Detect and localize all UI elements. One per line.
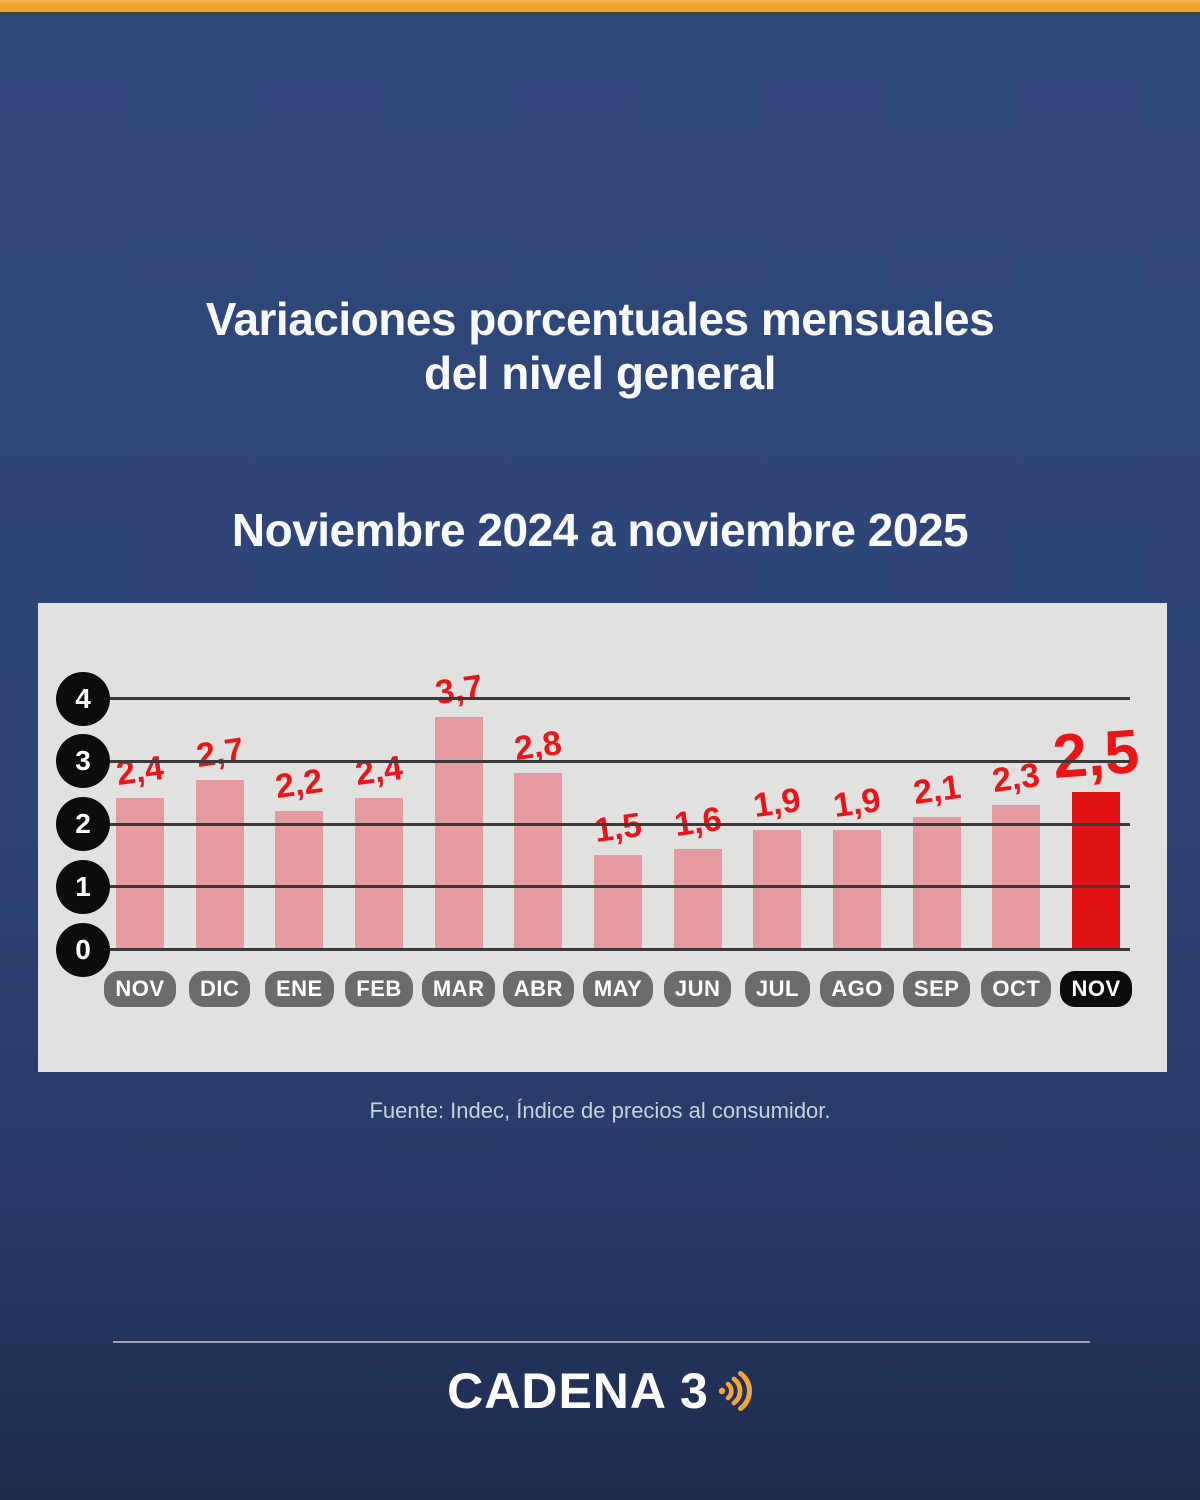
gridline-2 [83, 822, 1130, 826]
chart-column-may-6: 1,5 MAY [578, 603, 658, 1072]
bar-feb-3 [355, 798, 403, 949]
gridline-1 [83, 885, 1130, 889]
chart-column-nov-0: 2,4 NOV [100, 603, 180, 1072]
chart-column-nov-12: 2,5 NOV [1051, 603, 1141, 1072]
bar-chart-panel: 0 1 2 3 4 2,4 NOV 2,7 DIC 2,2 ENE 2,4 FEB 3,7 MAR 2,8 AB… [38, 603, 1167, 1072]
page-title-line2: del nivel general [424, 347, 776, 399]
chart-column-feb-3: 2,4 FEB [339, 603, 419, 1072]
y-axis-tick-0: 0 [56, 922, 110, 977]
month-label-nov-12: NOV [1056, 971, 1136, 1007]
top-accent-strip [0, 12, 1200, 16]
value-label-nov-12: 2,5 [1050, 717, 1142, 793]
month-label-abr-5: ABR [498, 971, 578, 1007]
month-label-nov-0: NOV [100, 971, 180, 1007]
y-axis-tick-2: 2 [56, 797, 110, 851]
gridline-3 [83, 759, 1130, 763]
chart-column-mar-4: 3,7 MAR [419, 603, 499, 1072]
bar-nov-12 [1072, 792, 1121, 949]
bar-dic-1 [195, 779, 244, 949]
page-title: Variaciones porcentuales mensuales del ni… [0, 292, 1200, 400]
top-accent-bar [0, 0, 1200, 12]
month-label-sep-10: SEP [897, 971, 977, 1007]
bar-may-6 [594, 854, 643, 949]
chart-column-dic-1: 2,7 DIC [180, 603, 260, 1072]
page-subtitle: Noviembre 2024 a noviembre 2025 [231, 504, 969, 556]
chart-column-oct-11: 2,3 OCT [976, 603, 1056, 1072]
chart-column-sep-10: 2,1 SEP [897, 603, 977, 1072]
month-label-ago-9: AGO [817, 971, 897, 1007]
chart-column-jun-7: 1,6 JUN [658, 603, 738, 1072]
footer-divider [113, 1341, 1090, 1343]
brand-logo: CADENA 3 [0, 1366, 1200, 1416]
month-label-oct-11: OCT [976, 971, 1056, 1007]
gridline-0 [83, 948, 1130, 951]
bar-sep-10 [912, 817, 961, 949]
month-label-may-6: MAY [578, 971, 658, 1007]
chart-column-ago-9: 1,9 AGO [817, 603, 897, 1072]
chart-column-abr-5: 2,8 ABR [498, 603, 578, 1072]
bar-jun-7 [673, 848, 722, 949]
y-axis-tick-1: 1 [56, 859, 110, 914]
month-label-jul-8: JUL [737, 971, 817, 1007]
source-note: Fuente: Indec, Índice de precios al cons… [369, 1098, 831, 1123]
page-title-line1: Variaciones porcentuales mensuales [205, 293, 995, 345]
month-label-dic-1: DIC [180, 971, 260, 1007]
month-label-mar-4: MAR [419, 971, 499, 1007]
bar-abr-5 [514, 773, 563, 949]
bar-jul-8 [753, 829, 802, 949]
chart-column-ene-2: 2,2 ENE [259, 603, 339, 1072]
sound-waves-icon [718, 1371, 752, 1411]
bar-ene-2 [275, 810, 324, 949]
brand-name: CADENA 3 [447, 1363, 709, 1419]
month-label-jun-7: JUN [658, 971, 738, 1007]
y-axis-tick-4: 4 [56, 671, 110, 726]
bar-ago-9 [833, 829, 882, 949]
month-label-feb-3: FEB [339, 971, 419, 1007]
chart-column-jul-8: 1,9 JUL [737, 603, 817, 1072]
bar-oct-11 [992, 804, 1041, 949]
bar-nov-0 [116, 798, 164, 949]
gridline-4 [83, 697, 1130, 700]
month-label-ene-2: ENE [259, 971, 339, 1007]
bar-mar-4 [434, 716, 483, 949]
y-axis-tick-3: 3 [56, 734, 110, 789]
